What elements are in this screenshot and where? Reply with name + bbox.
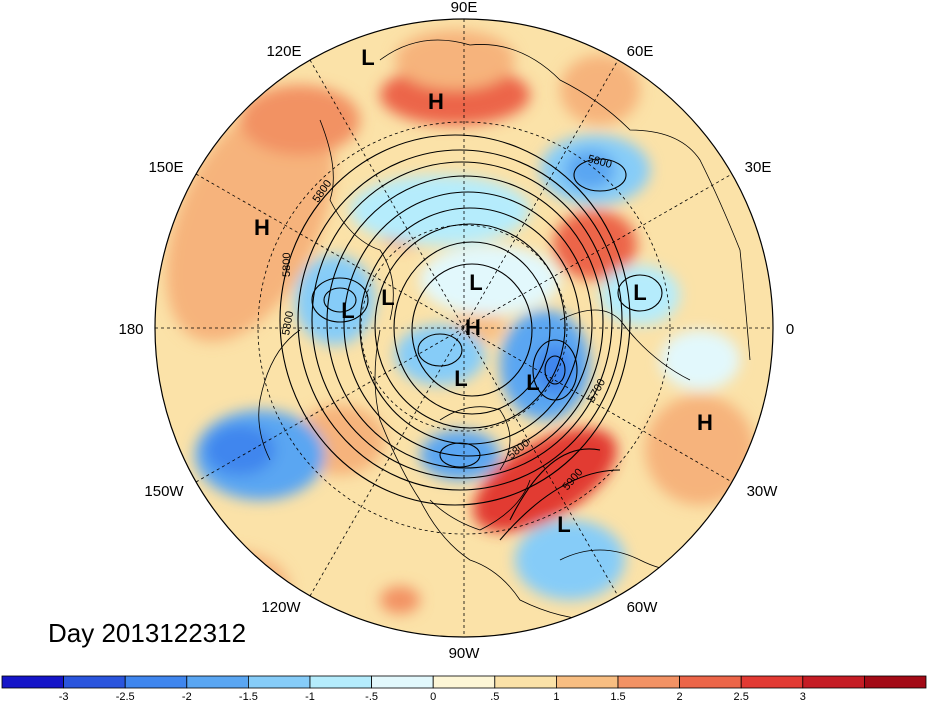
contour-label: 5800 [280, 310, 296, 336]
high-center: H [428, 89, 444, 114]
lon-label: 90W [449, 645, 481, 662]
colorbar-swatch [1, 675, 64, 689]
low-center: L [469, 270, 482, 295]
lon-label: 180 [118, 321, 143, 338]
graticule [155, 19, 773, 637]
lon-label: 120W [261, 599, 301, 616]
colorbar-label: -2 [182, 691, 192, 702]
longitude-labels: 90E 120E 60E 150E 30E 180 0 150W 30W 120… [118, 0, 794, 662]
colorbar-swatch [63, 675, 126, 689]
colorbar-label: 2.5 [734, 691, 749, 702]
lon-label: 0 [786, 321, 794, 338]
map-title: Day 2013122312 [48, 618, 247, 648]
pressure-centers: L H H L L L H L L L H L L [254, 45, 713, 537]
low-center: L [557, 512, 570, 537]
low-center: L [341, 298, 354, 323]
low-center: L [361, 45, 374, 70]
high-center: H [697, 410, 713, 435]
lon-label: 150E [148, 159, 183, 176]
colorbar-label: -1.5 [239, 691, 258, 702]
colorbar-label: 1.5 [610, 691, 625, 702]
colorbar-swatch [864, 675, 927, 689]
low-center: L [381, 285, 394, 310]
colorbar-swatch [740, 675, 804, 689]
colorbar-swatch [371, 675, 434, 689]
colorbar-swatch [679, 675, 742, 689]
colorbar-swatch [247, 675, 311, 689]
colorbar-swatch [556, 675, 619, 689]
lon-label: 60E [627, 43, 654, 60]
high-center: H [254, 215, 270, 240]
low-center: L [454, 366, 467, 391]
colorbar: -3 -2.5 -2 -1.5 -1 -.5 0 .5 1 1.5 2 2.5 3 [1, 675, 927, 702]
colorbar-label: -2.5 [116, 691, 135, 702]
colorbar-label: -.5 [365, 691, 378, 702]
lon-label: 30E [745, 159, 772, 176]
colorbar-label: -1 [305, 691, 315, 702]
colorbar-label: 3 [800, 691, 806, 702]
colorbar-label: 0 [430, 691, 436, 702]
contour-label: 5800 [281, 253, 293, 277]
low-center: L [633, 280, 646, 305]
colorbar-label: 2 [677, 691, 683, 702]
colorbar-swatch [494, 675, 557, 689]
colorbar-label: .5 [490, 691, 499, 702]
high-center: H [465, 315, 481, 340]
colorbar-swatch [432, 675, 496, 689]
colorbar-swatch [802, 675, 865, 689]
coastlines [258, 39, 751, 621]
lon-label: 60W [627, 599, 659, 616]
map-boundary [154, 18, 774, 638]
colorbar-swatch [186, 675, 249, 689]
low-center: L [526, 370, 539, 395]
lon-label: 30W [747, 483, 779, 500]
lon-label: 90E [451, 0, 478, 16]
colorbar-swatch [124, 675, 188, 689]
height-contours [279, 134, 663, 541]
colorbar-label: -3 [59, 691, 69, 702]
anomaly-field [155, 19, 773, 637]
colorbar-swatch [617, 675, 680, 689]
colorbar-swatch [309, 675, 372, 689]
lon-label: 150W [144, 483, 184, 500]
colorbar-label: 1 [553, 691, 559, 702]
lon-label: 120E [266, 43, 301, 60]
